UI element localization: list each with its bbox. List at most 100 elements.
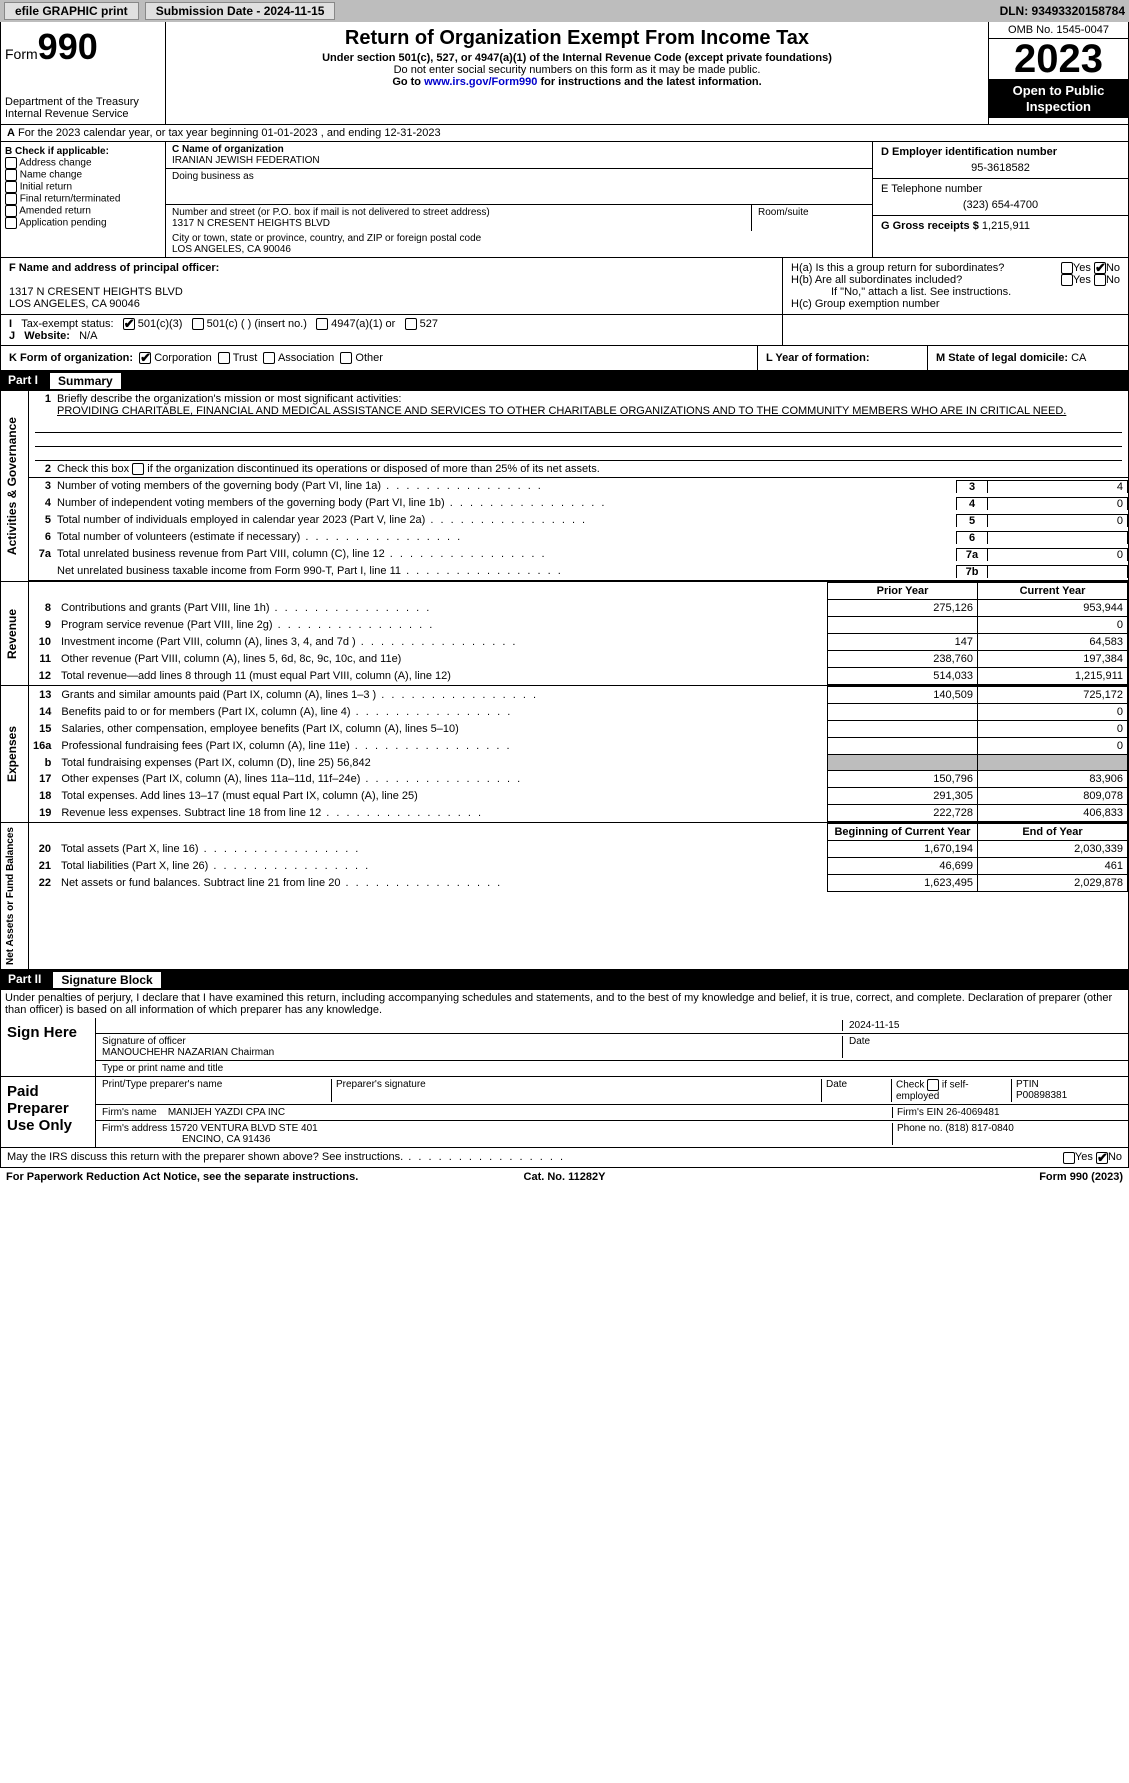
mission-text: PROVIDING CHARITABLE, FINANCIAL AND MEDI…: [57, 405, 1066, 417]
v5: 0: [988, 514, 1128, 527]
chk-trust[interactable]: [218, 352, 230, 364]
j-label: Website:: [24, 330, 70, 342]
chk-name-change[interactable]: [5, 169, 17, 181]
officer-name: MANOUCHEHR NAZARIAN Chairman: [102, 1047, 274, 1058]
hb-label: H(b) Are all subordinates included?: [791, 274, 1061, 286]
v3: 4: [988, 480, 1128, 493]
chk-discontinued[interactable]: [132, 463, 144, 475]
irs-link[interactable]: www.irs.gov/Form990: [424, 76, 537, 88]
firm-phone: (818) 817-0840: [945, 1123, 1013, 1134]
addr-label: Number and street (or P.O. box if mail i…: [172, 207, 490, 218]
firm-ein: 26-4069481: [946, 1107, 999, 1118]
sign-here-block: Sign Here 2024-11-15 Signature of office…: [0, 1018, 1129, 1077]
r8c: 953,944: [978, 600, 1128, 617]
d-label: D Employer identification number: [881, 146, 1057, 158]
phone-value: (323) 654-4700: [881, 195, 1120, 211]
room-label: Room/suite: [758, 207, 809, 218]
dept-treasury: Department of the Treasury Internal Reve…: [5, 96, 161, 120]
firm-addr2: ENCINO, CA 91436: [102, 1134, 270, 1145]
officer-addr1: 1317 N CRESENT HEIGHTS BLVD: [9, 286, 183, 298]
officer-addr2: LOS ANGELES, CA 90046: [9, 298, 140, 310]
chk-501c[interactable]: [192, 318, 204, 330]
chk-527[interactable]: [405, 318, 417, 330]
chk-address-change[interactable]: [5, 157, 17, 169]
sign-here-label: Sign Here: [1, 1018, 96, 1076]
chk-501c3[interactable]: [123, 318, 135, 330]
form-ssn-warning: Do not enter social security numbers on …: [172, 64, 982, 76]
sign-date: 2024-11-15: [842, 1020, 1122, 1031]
section-fh: F Name and address of principal officer:…: [0, 258, 1129, 315]
street-address: 1317 N CRESENT HEIGHTS BLVD: [172, 218, 330, 229]
org-name: IRANIAN JEWISH FEDERATION: [172, 155, 320, 166]
paid-preparer-block: Paid Preparer Use Only Print/Type prepar…: [0, 1077, 1129, 1148]
city-label: City or town, state or province, country…: [172, 233, 481, 244]
b-label: B Check if applicable:: [5, 146, 161, 157]
i-label: Tax-exempt status:: [21, 318, 113, 330]
form-goto: Go to www.irs.gov/Form990 for instructio…: [172, 76, 982, 88]
hb-note: If "No," attach a list. See instructions…: [791, 286, 1120, 298]
ha-label: H(a) Is this a group return for subordin…: [791, 262, 1061, 274]
ein-value: 95-3618582: [881, 158, 1120, 174]
ptin: P00898381: [1016, 1090, 1067, 1101]
discuss-yes[interactable]: [1063, 1152, 1075, 1164]
m-label: M State of legal domicile:: [936, 352, 1068, 364]
row-klm: K Form of organization: Corporation Trus…: [0, 346, 1129, 371]
tax-year: 2023: [989, 39, 1128, 79]
chk-final-return[interactable]: [5, 193, 17, 205]
hb-yes[interactable]: [1061, 274, 1073, 286]
summary-na: Net Assets or Fund Balances Beginning of…: [0, 823, 1129, 970]
f-label: F Name and address of principal officer:: [9, 262, 219, 274]
firm-addr1: 15720 VENTURA BLVD STE 401: [170, 1123, 318, 1134]
m-value: CA: [1071, 352, 1086, 364]
v7a: 0: [988, 548, 1128, 561]
chk-app-pending[interactable]: [5, 217, 17, 229]
summary-exp: Expenses 13Grants and similar amounts pa…: [0, 686, 1129, 823]
vlabel-ag: Activities & Governance: [1, 391, 29, 581]
footer: For Paperwork Reduction Act Notice, see …: [0, 1168, 1129, 1186]
vlabel-rev: Revenue: [1, 582, 29, 685]
ha-no[interactable]: [1094, 262, 1106, 274]
part1-header: Part I Summary: [0, 371, 1129, 391]
c-name-label: C Name of organization: [172, 144, 284, 155]
chk-amended[interactable]: [5, 205, 17, 217]
discuss-no[interactable]: [1096, 1152, 1108, 1164]
chk-self-employed[interactable]: [927, 1079, 939, 1091]
chk-other[interactable]: [340, 352, 352, 364]
ha-yes[interactable]: [1061, 262, 1073, 274]
row-ij: I Tax-exempt status: 501(c)(3) 501(c) ( …: [0, 315, 1129, 346]
v4: 0: [988, 497, 1128, 510]
chk-4947[interactable]: [316, 318, 328, 330]
form-subtitle: Under section 501(c), 527, or 4947(a)(1)…: [172, 52, 982, 64]
v6: [988, 531, 1128, 544]
gross-receipts: 1,215,911: [982, 220, 1030, 232]
chk-corp[interactable]: [139, 352, 151, 364]
form-label: Form990: [5, 26, 161, 68]
summary-ag: Activities & Governance 1Briefly describ…: [0, 391, 1129, 582]
v7b: [988, 565, 1128, 578]
chk-assoc[interactable]: [263, 352, 275, 364]
section-bcde: B Check if applicable: Address change Na…: [0, 142, 1129, 258]
dln: DLN: 93493320158784: [1000, 4, 1125, 18]
top-toolbar: efile GRAPHIC print Submission Date - 20…: [0, 0, 1129, 22]
part2-header: Part II Signature Block: [0, 970, 1129, 990]
form-title: Return of Organization Exempt From Incom…: [172, 27, 982, 50]
city-value: LOS ANGELES, CA 90046: [172, 244, 291, 255]
form-header: Form990 Department of the Treasury Inter…: [0, 22, 1129, 125]
vlabel-na: Net Assets or Fund Balances: [1, 823, 29, 969]
e-label: E Telephone number: [881, 183, 982, 195]
dba-label: Doing business as: [172, 171, 254, 182]
declaration: Under penalties of perjury, I declare th…: [0, 990, 1129, 1018]
summary-rev: Revenue Prior YearCurrent Year 8Contribu…: [0, 582, 1129, 686]
hc-label: H(c) Group exemption number: [791, 298, 1120, 310]
vlabel-exp: Expenses: [1, 686, 29, 822]
irs-discuss-row: May the IRS discuss this return with the…: [0, 1148, 1129, 1167]
paid-preparer-label: Paid Preparer Use Only: [1, 1077, 96, 1147]
g-label: G Gross receipts $: [881, 220, 979, 232]
line-a: A For the 2023 calendar year, or tax yea…: [0, 125, 1129, 142]
efile-print-button[interactable]: efile GRAPHIC print: [4, 2, 139, 20]
firm-name: MANIJEH YAZDI CPA INC: [168, 1107, 285, 1118]
submission-date: Submission Date - 2024-11-15: [145, 2, 336, 20]
chk-initial-return[interactable]: [5, 181, 17, 193]
l-label: L Year of formation:: [766, 352, 870, 364]
website-value: N/A: [79, 330, 97, 342]
